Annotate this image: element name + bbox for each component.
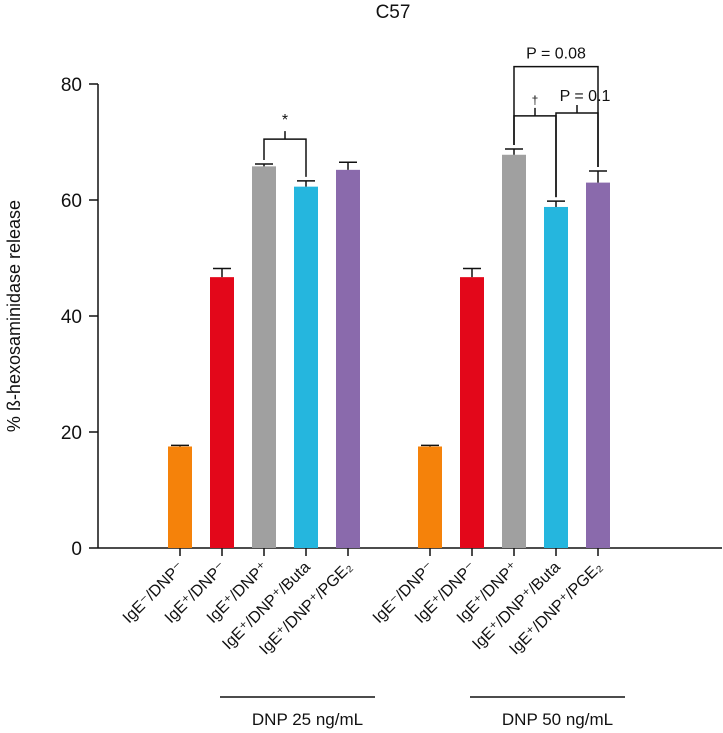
bar xyxy=(294,186,318,548)
bar xyxy=(544,206,568,548)
y-tick-label: 0 xyxy=(71,539,82,560)
y-tick-label: 40 xyxy=(61,307,82,328)
significance-label: † xyxy=(532,93,539,107)
bar xyxy=(586,182,610,548)
y-tick-label: 20 xyxy=(61,423,82,444)
significance-label: * xyxy=(282,112,288,129)
y-axis-label: % ß-hexosaminidase release xyxy=(4,200,24,432)
group-label: DNP 25 ng/mL xyxy=(252,710,363,729)
chart-title: C57 xyxy=(376,2,411,23)
bar xyxy=(502,154,526,548)
bar xyxy=(418,446,442,548)
y-tick-label: 60 xyxy=(61,191,82,212)
bar xyxy=(460,277,484,548)
bar xyxy=(168,446,192,548)
bar xyxy=(252,166,276,549)
significance-label: P = 0.08 xyxy=(526,46,586,63)
bar xyxy=(336,169,360,548)
group-label: DNP 50 ng/mL xyxy=(502,710,613,729)
significance-bracket xyxy=(513,65,599,167)
significance-label: P = 0.1 xyxy=(560,88,611,105)
y-tick-label: 80 xyxy=(61,75,82,96)
bar xyxy=(210,277,234,548)
